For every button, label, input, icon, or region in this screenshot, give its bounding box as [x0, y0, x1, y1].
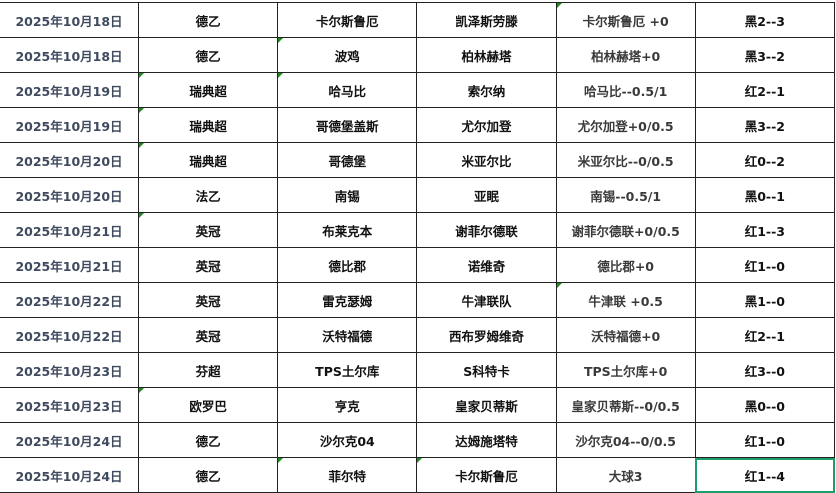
cell-league[interactable]: 德乙 [137, 457, 279, 493]
cell-handicap[interactable]: 谢菲尔德联+0/0.5 [555, 212, 696, 248]
cell-league[interactable]: 德乙 [137, 37, 279, 73]
table-row: 2025年10月20日 瑞典超 哥德堡 米亚尔比 米亚尔比--0/0.5 红0--2 [0, 142, 836, 178]
cell-handicap[interactable]: 柏林赫塔+0 [555, 37, 696, 73]
cell-date[interactable]: 2025年10月20日 [0, 142, 139, 178]
cell-result[interactable]: 黑3--2 [694, 107, 836, 143]
cell-home[interactable]: 德比郡 [277, 247, 418, 283]
cell-date[interactable]: 2025年10月19日 [0, 107, 139, 143]
cell-home[interactable]: 沃特福德 [277, 317, 418, 353]
cell-away[interactable]: S科特卡 [416, 352, 557, 388]
cell-result[interactable]: 黑3--2 [694, 37, 836, 73]
cell-league[interactable]: 欧罗巴 [137, 387, 279, 423]
cell-date[interactable]: 2025年10月20日 [0, 177, 139, 213]
cell-result[interactable]: 红2--1 [694, 72, 836, 108]
table-row: 2025年10月24日 德乙 菲尔特 卡尔斯鲁厄 大球3 红1--4 [0, 457, 836, 493]
cell-league[interactable]: 德乙 [137, 2, 279, 38]
cell-date[interactable]: 2025年10月22日 [0, 317, 139, 353]
table-row: 2025年10月23日 芬超 TPS土尔库 S科特卡 TPS土尔库+0 红3--0 [0, 352, 836, 388]
cell-date[interactable]: 2025年10月21日 [0, 212, 139, 248]
table-row: 2025年10月23日 欧罗巴 亨克 皇家贝蒂斯 皇家贝蒂斯--0/0.5 黑0--0 [0, 387, 836, 423]
cell-handicap[interactable]: 米亚尔比--0/0.5 [555, 142, 696, 178]
cell-home[interactable]: 雷克瑟姆 [277, 282, 418, 318]
cell-handicap[interactable]: 南锡--0.5/1 [555, 177, 696, 213]
cell-away[interactable]: 达姆施塔特 [416, 422, 557, 458]
cell-home[interactable]: 菲尔特 [277, 457, 418, 493]
cell-result[interactable]: 黑0--0 [694, 387, 836, 423]
cell-handicap[interactable]: 沙尔克04--0/0.5 [555, 422, 696, 458]
cell-away[interactable]: 西布罗姆维奇 [416, 317, 557, 353]
table-row: 2025年10月19日 瑞典超 哈马比 索尔纳 哈马比--0.5/1 红2--1 [0, 72, 836, 108]
cell-home[interactable]: 波鸡 [277, 37, 418, 73]
table-row: 2025年10月18日 德乙 波鸡 柏林赫塔 柏林赫塔+0 黑3--2 [0, 37, 836, 73]
cell-away[interactable]: 皇家贝蒂斯 [416, 387, 557, 423]
cell-date[interactable]: 2025年10月18日 [0, 2, 139, 38]
cell-date[interactable]: 2025年10月24日 [0, 457, 139, 493]
cell-result[interactable]: 红3--0 [694, 352, 836, 388]
cell-result[interactable]: 红0--2 [694, 142, 836, 178]
cell-league[interactable]: 芬超 [137, 352, 279, 388]
cell-home[interactable]: 卡尔斯鲁厄 [277, 2, 418, 38]
cell-league[interactable]: 英冠 [137, 247, 279, 283]
table-row: 2025年10月18日 德乙 卡尔斯鲁厄 凯泽斯劳滕 卡尔斯鲁厄 +0 黑2--3 [0, 2, 836, 38]
cell-handicap[interactable]: 大球3 [555, 457, 696, 493]
cell-league[interactable]: 瑞典超 [137, 107, 279, 143]
cell-home[interactable]: 哥德堡 [277, 142, 418, 178]
cell-result[interactable]: 红1--4 [694, 457, 836, 493]
cell-handicap[interactable]: 牛津联 +0.5 [555, 282, 696, 318]
cell-handicap[interactable]: 德比郡+0 [555, 247, 696, 283]
cell-date[interactable]: 2025年10月21日 [0, 247, 139, 283]
cell-away[interactable]: 米亚尔比 [416, 142, 557, 178]
cell-home[interactable]: 亨克 [277, 387, 418, 423]
cell-date[interactable]: 2025年10月23日 [0, 387, 139, 423]
cell-away[interactable]: 谢菲尔德联 [416, 212, 557, 248]
cell-handicap[interactable]: 尤尔加登+0/0.5 [555, 107, 696, 143]
table-row: 2025年10月19日 瑞典超 哥德堡盖斯 尤尔加登 尤尔加登+0/0.5 黑3--2 [0, 107, 836, 143]
cell-result[interactable]: 红1--0 [694, 422, 836, 458]
cell-handicap[interactable]: TPS土尔库+0 [555, 352, 696, 388]
cell-handicap[interactable]: 卡尔斯鲁厄 +0 [555, 2, 696, 38]
cell-home[interactable]: TPS土尔库 [277, 352, 418, 388]
cell-away[interactable]: 牛津联队 [416, 282, 557, 318]
cell-date[interactable]: 2025年10月23日 [0, 352, 139, 388]
cell-handicap[interactable]: 皇家贝蒂斯--0/0.5 [555, 387, 696, 423]
cell-result[interactable]: 黑2--3 [694, 2, 836, 38]
cell-date[interactable]: 2025年10月18日 [0, 37, 139, 73]
cell-away[interactable]: 卡尔斯鲁厄 [416, 457, 557, 493]
cell-result[interactable]: 黑1--0 [694, 282, 836, 318]
cell-home[interactable]: 哈马比 [277, 72, 418, 108]
cell-league[interactable]: 英冠 [137, 212, 279, 248]
cell-away[interactable]: 亚眠 [416, 177, 557, 213]
cell-result[interactable]: 红1--0 [694, 247, 836, 283]
table-row: 2025年10月22日 英冠 雷克瑟姆 牛津联队 牛津联 +0.5 黑1--0 [0, 282, 836, 318]
table-row: 2025年10月22日 英冠 沃特福德 西布罗姆维奇 沃特福德+0 红2--1 [0, 317, 836, 353]
cell-date[interactable]: 2025年10月22日 [0, 282, 139, 318]
cell-league[interactable]: 德乙 [137, 422, 279, 458]
cell-away[interactable]: 凯泽斯劳滕 [416, 2, 557, 38]
cell-handicap[interactable]: 沃特福德+0 [555, 317, 696, 353]
cell-away[interactable]: 索尔纳 [416, 72, 557, 108]
cell-league[interactable]: 英冠 [137, 282, 279, 318]
cell-date[interactable]: 2025年10月24日 [0, 422, 139, 458]
cell-date[interactable]: 2025年10月19日 [0, 72, 139, 108]
cell-result[interactable]: 红1--3 [694, 212, 836, 248]
cell-handicap[interactable]: 哈马比--0.5/1 [555, 72, 696, 108]
cell-league[interactable]: 英冠 [137, 317, 279, 353]
cell-league[interactable]: 瑞典超 [137, 72, 279, 108]
cell-away[interactable]: 柏林赫塔 [416, 37, 557, 73]
table-row: 2025年10月20日 法乙 南锡 亚眠 南锡--0.5/1 黑0--1 [0, 177, 836, 213]
cell-league[interactable]: 瑞典超 [137, 142, 279, 178]
cell-league[interactable]: 法乙 [137, 177, 279, 213]
cell-result[interactable]: 黑0--1 [694, 177, 836, 213]
cell-away[interactable]: 尤尔加登 [416, 107, 557, 143]
table-row: 2025年10月21日 英冠 德比郡 诺维奇 德比郡+0 红1--0 [0, 247, 836, 283]
cell-home[interactable]: 哥德堡盖斯 [277, 107, 418, 143]
cell-away[interactable]: 诺维奇 [416, 247, 557, 283]
cell-home[interactable]: 南锡 [277, 177, 418, 213]
table-row: 2025年10月21日 英冠 布莱克本 谢菲尔德联 谢菲尔德联+0/0.5 红1--3 [0, 212, 836, 248]
cell-home[interactable]: 布莱克本 [277, 212, 418, 248]
cell-home[interactable]: 沙尔克04 [277, 422, 418, 458]
cell-result[interactable]: 红2--1 [694, 317, 836, 353]
table-row: 2025年10月24日 德乙 沙尔克04 达姆施塔特 沙尔克04--0/0.5 红1--0 [0, 422, 836, 458]
